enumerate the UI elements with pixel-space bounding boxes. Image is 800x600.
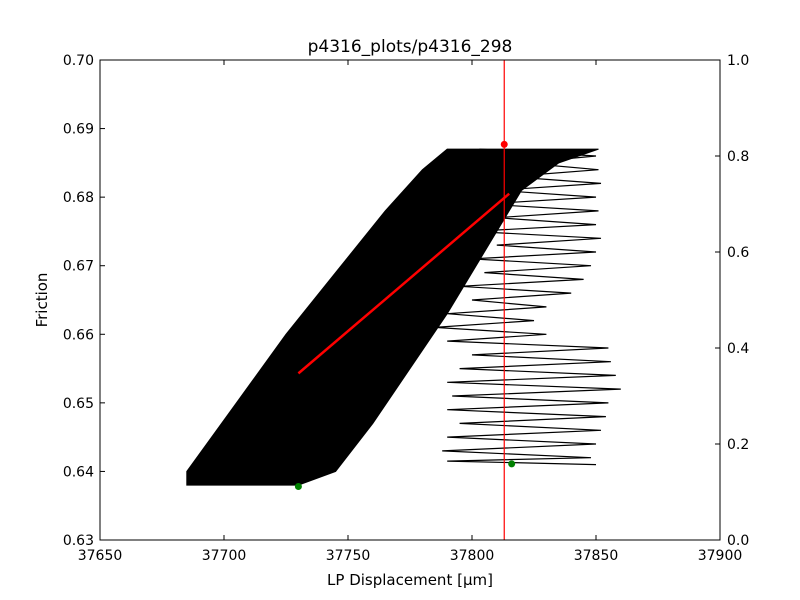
y-axis-ticks: 0.63 0.64 0.65 0.66 0.67 0.68 0.69 0.70 bbox=[63, 53, 105, 549]
y-tick-label: 0.65 bbox=[63, 396, 94, 412]
y2-tick-label: 0.6 bbox=[727, 245, 749, 261]
y-tick-label: 0.70 bbox=[63, 53, 94, 69]
y2-tick-label: 0.0 bbox=[727, 533, 749, 549]
y-axis-label: Friction bbox=[33, 273, 51, 328]
y2-axis-ticks: 0.0 0.2 0.4 0.6 0.8 1.0 bbox=[715, 53, 749, 549]
x-tick-label: 37750 bbox=[326, 548, 371, 564]
x-tick-label: 37900 bbox=[698, 548, 743, 564]
x-axis-label: LP Displacement [μm] bbox=[327, 571, 493, 589]
y-tick-label: 0.63 bbox=[63, 533, 94, 549]
y-tick-label: 0.68 bbox=[63, 190, 94, 206]
friction-oscillation-series bbox=[434, 148, 621, 466]
plot-content bbox=[186, 60, 621, 540]
chart-title: p4316_plots/p4316_298 bbox=[308, 37, 513, 57]
x-tick-label: 37800 bbox=[450, 548, 495, 564]
y-tick-label: 0.64 bbox=[63, 464, 94, 480]
y-tick-label: 0.67 bbox=[63, 259, 94, 275]
y-tick-label: 0.69 bbox=[63, 122, 94, 138]
y2-tick-label: 0.2 bbox=[727, 437, 749, 453]
x-tick-label: 37700 bbox=[202, 548, 247, 564]
friction-band-series bbox=[186, 148, 599, 486]
marker-min bbox=[294, 483, 302, 491]
y2-tick-label: 1.0 bbox=[727, 53, 749, 69]
x-axis-ticks: 37650 37700 37750 37800 37850 37900 bbox=[78, 60, 743, 564]
y2-tick-label: 0.8 bbox=[727, 149, 749, 165]
y-tick-label: 0.66 bbox=[63, 327, 94, 343]
plot-frame bbox=[99, 59, 721, 541]
x-tick-label: 37850 bbox=[574, 548, 619, 564]
marker-peak bbox=[500, 140, 508, 148]
fit-line bbox=[297, 192, 511, 375]
x-tick-label: 37650 bbox=[78, 548, 123, 564]
y2-tick-label: 0.4 bbox=[727, 341, 749, 357]
plot-area bbox=[186, 60, 621, 540]
marker-min2 bbox=[508, 460, 516, 468]
